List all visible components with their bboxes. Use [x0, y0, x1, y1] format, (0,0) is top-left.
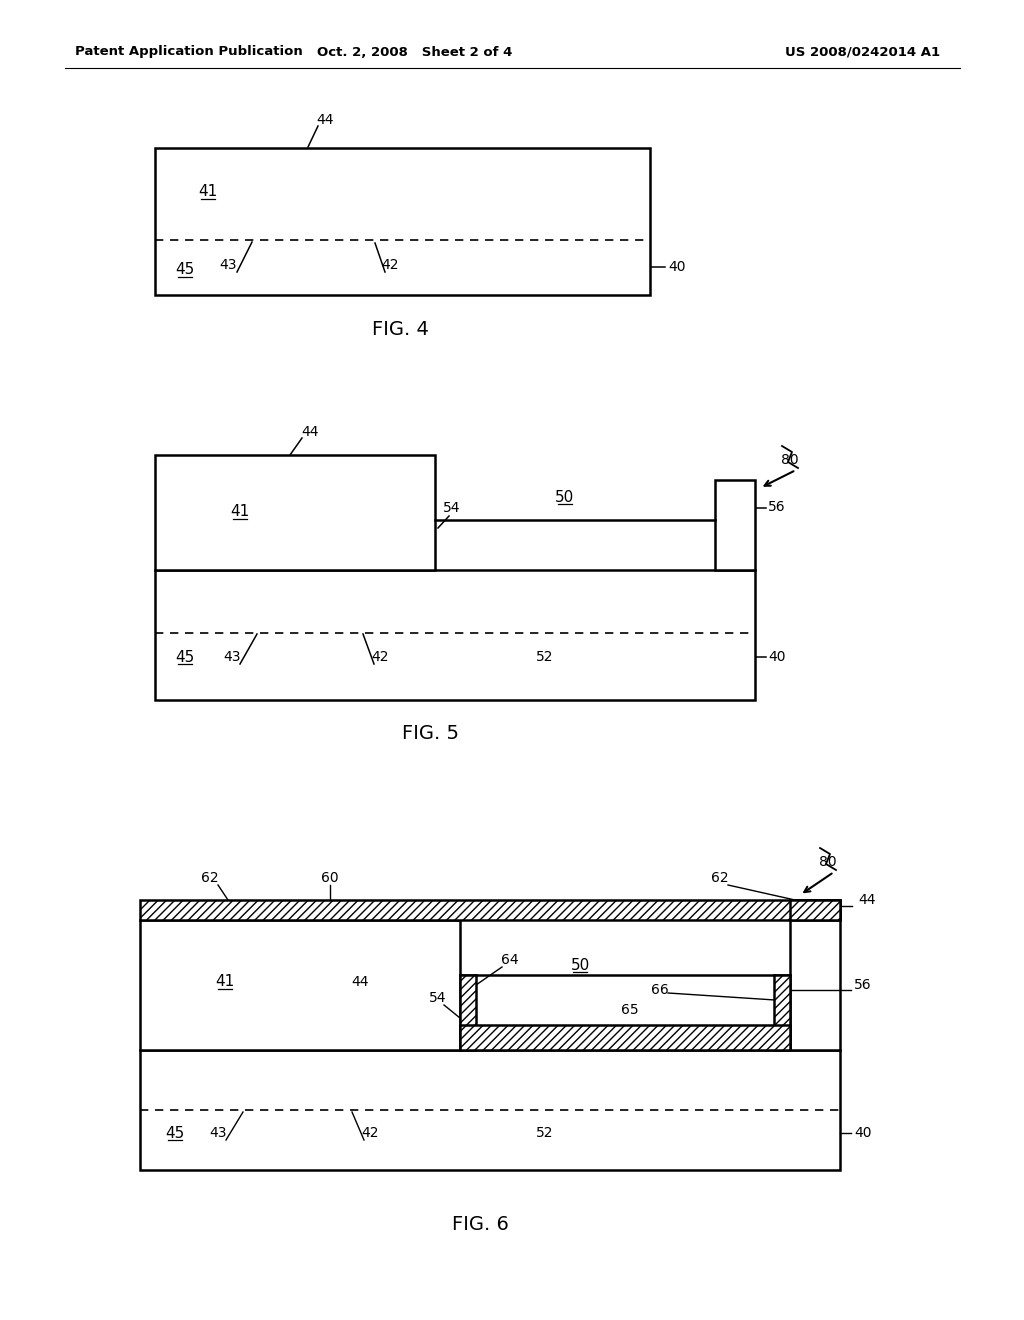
Text: 64: 64 [501, 953, 519, 968]
Text: 65: 65 [622, 1003, 639, 1016]
Text: 43: 43 [223, 649, 241, 664]
Text: 56: 56 [768, 500, 785, 513]
Bar [155, 455, 435, 570]
Text: 45: 45 [175, 263, 195, 277]
Text: 66: 66 [651, 983, 669, 997]
Text: 54: 54 [429, 991, 446, 1005]
Text: 42: 42 [381, 257, 398, 272]
Text: 45: 45 [175, 649, 195, 664]
Text: 50: 50 [555, 490, 574, 504]
Text: 80: 80 [781, 453, 799, 467]
Text: 62: 62 [201, 871, 219, 884]
Text: 56: 56 [854, 978, 871, 993]
Bar [774, 975, 790, 1049]
Text: Oct. 2, 2008   Sheet 2 of 4: Oct. 2, 2008 Sheet 2 of 4 [317, 45, 513, 58]
Text: 52: 52 [537, 1126, 554, 1140]
Text: 44: 44 [301, 425, 318, 440]
Text: 43: 43 [209, 1126, 226, 1140]
Text: 44: 44 [351, 975, 369, 989]
Text: 42: 42 [361, 1126, 379, 1140]
Bar [460, 1026, 790, 1049]
Text: US 2008/0242014 A1: US 2008/0242014 A1 [785, 45, 940, 58]
Text: 50: 50 [570, 957, 590, 973]
Bar [155, 570, 755, 700]
Text: 60: 60 [322, 871, 339, 884]
Text: 52: 52 [537, 649, 554, 664]
Bar [790, 900, 840, 1049]
Bar [460, 975, 476, 1049]
Text: FIG. 5: FIG. 5 [401, 723, 459, 743]
Text: Patent Application Publication: Patent Application Publication [75, 45, 303, 58]
Text: 80: 80 [819, 855, 837, 869]
Text: 44: 44 [858, 894, 876, 907]
Text: 40: 40 [668, 260, 685, 275]
Text: 44: 44 [316, 114, 334, 127]
Bar [140, 920, 460, 1049]
Text: 41: 41 [230, 504, 250, 520]
Text: 42: 42 [372, 649, 389, 664]
Bar [715, 480, 755, 570]
Text: 45: 45 [165, 1126, 184, 1140]
Text: 41: 41 [199, 185, 218, 199]
Text: 62: 62 [712, 871, 729, 884]
Bar [140, 1049, 840, 1170]
Text: 43: 43 [219, 257, 237, 272]
Bar [790, 900, 840, 920]
Text: FIG. 4: FIG. 4 [372, 319, 428, 339]
Text: 54: 54 [443, 502, 461, 515]
Text: 41: 41 [215, 974, 234, 990]
Text: 40: 40 [768, 649, 785, 664]
Text: FIG. 6: FIG. 6 [452, 1214, 509, 1234]
Bar [155, 148, 650, 294]
Text: 40: 40 [854, 1126, 871, 1140]
Bar [140, 900, 840, 920]
